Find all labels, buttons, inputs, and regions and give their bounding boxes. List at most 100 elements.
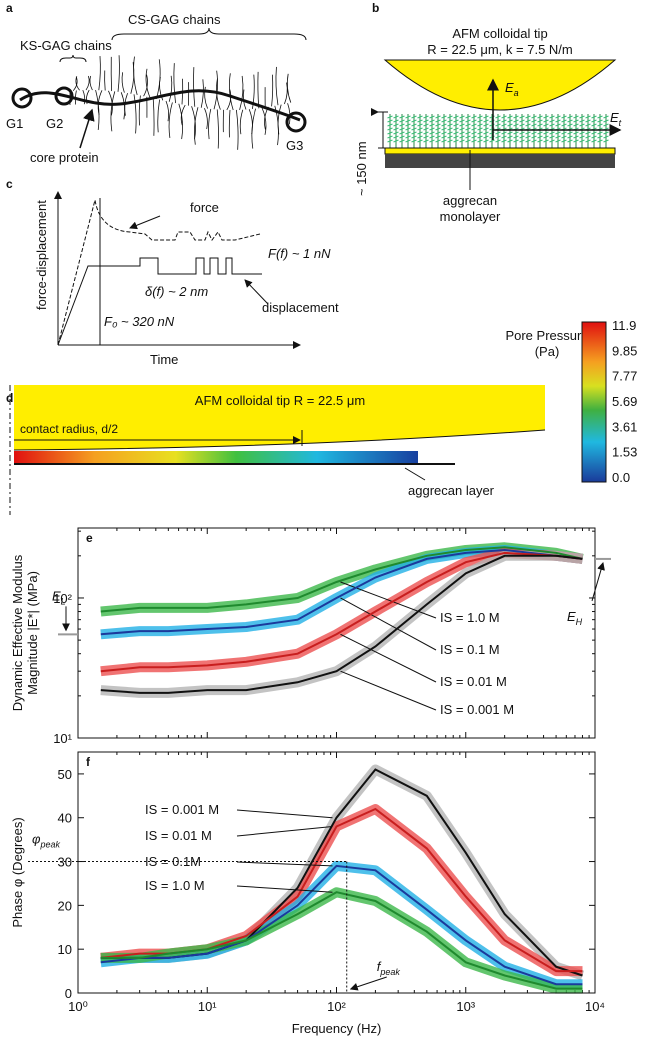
- bristle: [459, 139, 465, 143]
- bristle: [429, 123, 435, 127]
- gag-chain: [157, 99, 160, 133]
- bristle: [507, 123, 513, 127]
- bristle: [405, 135, 411, 139]
- bristle: [471, 139, 477, 143]
- bristle: [525, 115, 531, 119]
- bristle: [459, 123, 465, 127]
- gag-chain: [75, 76, 80, 91]
- layer-label: aggrecan: [443, 193, 497, 208]
- c-xlabel: Time: [150, 352, 178, 367]
- gag-chain: [138, 95, 141, 126]
- bristle: [417, 123, 423, 127]
- y-tick-label: 10: [58, 942, 72, 957]
- brace: [59, 54, 87, 63]
- tip-edge: [13, 429, 546, 451]
- gag-chain: [110, 91, 116, 132]
- gag-chain: [229, 73, 234, 111]
- bristle: [447, 131, 453, 135]
- gag-chain: [257, 71, 260, 109]
- bristle: [429, 135, 435, 139]
- bristle: [399, 115, 405, 119]
- bristle: [525, 123, 531, 127]
- bristle: [561, 135, 567, 139]
- colorbar: Pore Pressure (Pa) 11.99.857.775.693.611…: [505, 318, 637, 485]
- gag-chain: [133, 94, 137, 134]
- bristle: [555, 131, 561, 135]
- bristle: [537, 119, 543, 123]
- gag-chain: [204, 108, 208, 130]
- bristle: [453, 119, 459, 123]
- leader: [404, 467, 426, 481]
- bristle: [519, 119, 525, 123]
- bristle: [423, 139, 429, 143]
- arrow: [79, 108, 95, 149]
- bristle: [387, 135, 393, 139]
- bristle: [441, 123, 447, 127]
- gag-chain: [284, 82, 288, 105]
- bristle: [579, 119, 585, 123]
- colorbar-ticks: 11.9 9.85 7.77 5.69 3.61 1.53 0.0: [612, 318, 637, 485]
- y-tick-label: 40: [58, 811, 72, 826]
- bristle: [513, 115, 519, 119]
- gag-chain: [216, 78, 221, 110]
- gag-chain: [145, 68, 151, 98]
- colorbar-label: 9.85: [612, 343, 637, 358]
- gag-chain: [180, 104, 186, 126]
- bristle: [483, 139, 489, 143]
- bristle: [423, 119, 429, 123]
- bristle: [435, 127, 441, 131]
- y-axis-label: Dynamic Effective Modulus: [10, 554, 25, 711]
- annotation: fpeak: [377, 959, 401, 977]
- bristle: [531, 135, 537, 139]
- leader: [340, 597, 437, 651]
- bristle: [471, 135, 477, 139]
- bristle: [429, 115, 435, 119]
- bristle: [573, 119, 579, 123]
- bristle: [411, 123, 417, 127]
- tip-params: R = 22.5 μm, k = 7.5 N/m: [427, 42, 573, 57]
- bristle: [597, 123, 603, 127]
- pressure-field: [14, 451, 418, 463]
- y-tick-label: 20: [58, 898, 72, 913]
- gag-chain: [236, 109, 239, 150]
- bristle: [507, 139, 513, 143]
- gag-chain: [261, 107, 267, 135]
- leader: [236, 885, 333, 893]
- bristle: [453, 123, 459, 127]
- bristle: [477, 131, 483, 135]
- symbol: E: [505, 80, 514, 95]
- bristle: [465, 119, 471, 123]
- cs-label: CS-GAG chains: [128, 12, 221, 27]
- bristle: [585, 119, 591, 123]
- layer-label: monolayer: [440, 209, 501, 224]
- bristle: [405, 115, 411, 119]
- bristle: [501, 115, 507, 119]
- bristle: [477, 139, 483, 143]
- bristle: [531, 131, 537, 135]
- bristle: [531, 123, 537, 127]
- bristle: [579, 135, 585, 139]
- bristle: [435, 131, 441, 135]
- c-ylabel: force-displacement: [34, 200, 49, 310]
- bristle: [603, 135, 609, 139]
- bristle: [567, 119, 573, 123]
- bristle: [387, 139, 393, 143]
- leader: [236, 825, 333, 837]
- bristle: [537, 123, 543, 127]
- bristle: [501, 123, 507, 127]
- colorbar-label: 11.9: [612, 318, 636, 333]
- bristle: [471, 127, 477, 131]
- gag-chain: [173, 63, 176, 104]
- bristle: [513, 139, 519, 143]
- annotation: φpeak: [32, 832, 61, 850]
- gag-chain: [252, 74, 255, 110]
- bristle: [513, 119, 519, 123]
- panel-label: b: [372, 1, 379, 15]
- gag-chain: [271, 74, 274, 107]
- gag-chain: [168, 75, 173, 102]
- substrate: [385, 154, 615, 168]
- bristle: [525, 119, 531, 123]
- colorbar-label: 5.69: [612, 394, 637, 409]
